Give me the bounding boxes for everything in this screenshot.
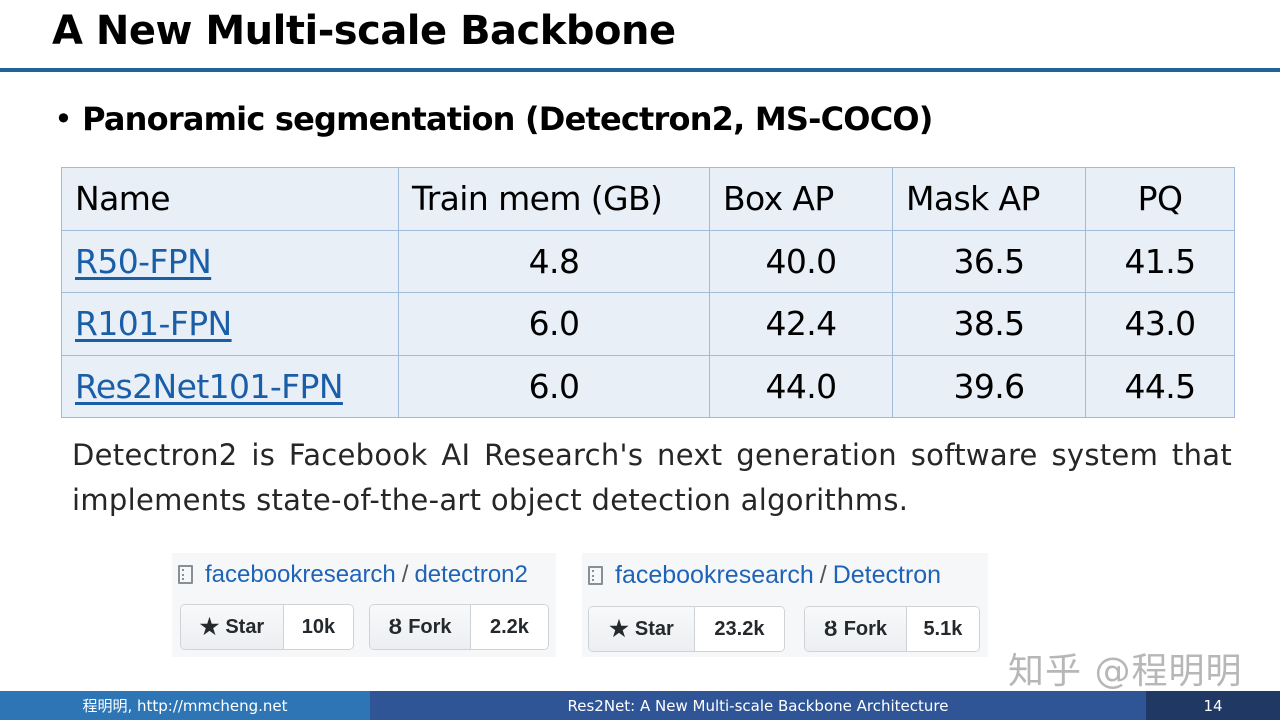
repo-name-link[interactable]: Detectron xyxy=(832,561,942,589)
slide-title: A New Multi-scale Backbone xyxy=(52,8,676,54)
table-header-row: Name Train mem (GB) Box AP Mask AP PQ xyxy=(61,167,1235,231)
bullet-text: Panoramic segmentation (Detectron2, MS-C… xyxy=(82,100,933,138)
cell-mask-ap: 36.5 xyxy=(892,229,1086,293)
header-name: Name xyxy=(61,167,399,231)
header-box-ap: Box AP xyxy=(709,167,893,231)
cell-box-ap: 42.4 xyxy=(709,292,893,356)
cell-mask-ap: 38.5 xyxy=(892,292,1086,356)
slide-footer: 程明明, http://mmcheng.net Res2Net: A New M… xyxy=(0,691,1280,720)
repo-separator: / xyxy=(401,561,409,588)
repo-owner-link[interactable]: facebookresearch xyxy=(615,561,814,589)
book-icon xyxy=(178,565,193,584)
cell-mask-ap: 39.6 xyxy=(892,354,1086,418)
fork-button[interactable]: Ȣ Fork xyxy=(805,607,907,651)
cell-box-ap: 40.0 xyxy=(709,229,893,293)
repo-name-link[interactable]: detectron2 xyxy=(414,561,528,588)
zhihu-watermark: 知乎 @程明明 xyxy=(1008,651,1243,692)
title-divider xyxy=(0,68,1280,72)
header-pq: PQ xyxy=(1085,167,1235,231)
fork-count[interactable]: 2.2k xyxy=(470,605,548,649)
table-row: R101-FPN 6.0 42.4 38.5 43.0 xyxy=(61,292,1235,356)
star-icon: ★ xyxy=(199,614,220,639)
cell-pq: 44.5 xyxy=(1085,354,1235,418)
footer-author: 程明明, http://mmcheng.net xyxy=(0,691,370,720)
repo-separator: / xyxy=(819,561,827,589)
star-label: Star xyxy=(634,617,674,640)
star-icon: ★ xyxy=(609,616,629,641)
fork-button-group: Ȣ Fork 5.1k xyxy=(804,606,980,652)
description-text: Detectron2 is Facebook AI Research's nex… xyxy=(72,438,1232,517)
fork-label: Fork xyxy=(843,617,888,640)
star-button-group: ★ Star 23.2k xyxy=(588,606,785,652)
repo-title: facebookresearch / Detectron xyxy=(588,561,941,590)
repo-owner-link[interactable]: facebookresearch xyxy=(205,561,396,588)
table-row: R50-FPN 4.8 40.0 36.5 41.5 xyxy=(61,229,1235,293)
fork-icon: Ȣ xyxy=(388,614,403,639)
cell-pq: 41.5 xyxy=(1085,229,1235,293)
star-button[interactable]: ★ Star xyxy=(181,605,284,649)
fork-button[interactable]: Ȣ Fork xyxy=(370,605,471,649)
star-button-group: ★ Star 10k xyxy=(180,604,354,650)
results-table: Name Train mem (GB) Box AP Mask AP PQ R5… xyxy=(61,167,1235,418)
model-link-r101-fpn[interactable]: R101-FPN xyxy=(75,304,232,344)
book-icon xyxy=(588,566,603,585)
fork-button-group: Ȣ Fork 2.2k xyxy=(369,604,549,650)
star-button[interactable]: ★ Star xyxy=(589,607,695,651)
table-row: Res2Net101-FPN 6.0 44.0 39.6 44.5 xyxy=(61,354,1235,418)
repo-title: facebookresearch / detectron2 xyxy=(178,561,528,589)
github-card-detectron: facebookresearch / Detectron ★ Star 23.2k Ȣ… xyxy=(582,553,988,657)
cell-train-mem: 6.0 xyxy=(398,292,710,356)
fork-label: Fork xyxy=(408,615,452,638)
star-count[interactable]: 23.2k xyxy=(694,607,784,651)
fork-count[interactable]: 5.1k xyxy=(906,607,979,651)
star-label: Star xyxy=(225,615,265,638)
cell-box-ap: 44.0 xyxy=(709,354,893,418)
header-mask-ap: Mask AP xyxy=(892,167,1086,231)
fork-icon: Ȣ xyxy=(823,616,838,641)
cell-train-mem: 6.0 xyxy=(398,354,710,418)
footer-page-number: 14 xyxy=(1146,691,1280,720)
star-count[interactable]: 10k xyxy=(283,605,353,649)
model-link-res2net101-fpn[interactable]: Res2Net101-FPN xyxy=(75,366,344,406)
model-link-r50-fpn[interactable]: R50-FPN xyxy=(75,241,212,281)
bullet-marker: • xyxy=(54,100,73,138)
cell-pq: 43.0 xyxy=(1085,292,1235,356)
header-train-mem: Train mem (GB) xyxy=(398,167,710,231)
cell-train-mem: 4.8 xyxy=(398,229,710,293)
footer-talk-title: Res2Net: A New Multi-scale Backbone Arch… xyxy=(370,691,1146,720)
bullet-point: • Panoramic segmentation (Detectron2, MS-… xyxy=(54,100,933,138)
